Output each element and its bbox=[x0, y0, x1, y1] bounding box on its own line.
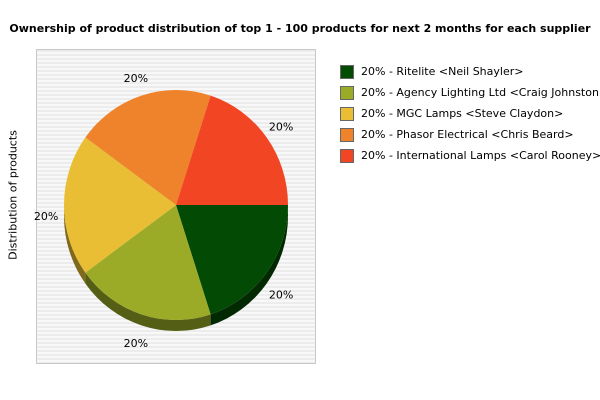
legend-swatch bbox=[340, 64, 354, 79]
pie-depth bbox=[64, 205, 288, 331]
pie-slice-4 bbox=[176, 95, 288, 205]
pie-slice-label-3: 20% bbox=[124, 72, 148, 85]
pie-slice-1 bbox=[85, 205, 211, 320]
pie-slice-2 bbox=[64, 137, 176, 273]
pie-slice-side-1 bbox=[85, 272, 211, 331]
legend: 20% - Ritelite <Neil Shayler> 20% - Agenc… bbox=[340, 61, 600, 166]
legend-item-3: 20% - Phasor Electrical <Chris Beard> bbox=[340, 124, 600, 145]
pie-slice-0 bbox=[176, 205, 288, 315]
legend-item-0: 20% - Ritelite <Neil Shayler> bbox=[340, 61, 600, 82]
legend-swatch bbox=[340, 85, 354, 100]
pie-slice-label-1: 20% bbox=[124, 337, 148, 350]
legend-label: 20% - Ritelite <Neil Shayler> bbox=[361, 65, 524, 78]
pie-labels: 20% 20% 20% 20% 20% bbox=[34, 72, 293, 350]
legend-item-2: 20% - MGC Lamps <Steve Claydon> bbox=[340, 103, 600, 124]
legend-label: 20% - International Lamps <Carol Rooney> bbox=[361, 149, 600, 162]
pie-slice-side-2 bbox=[64, 205, 86, 284]
legend-item-1: 20% - Agency Lighting Ltd <Craig Johnsto… bbox=[340, 82, 600, 103]
legend-label: 20% - MGC Lamps <Steve Claydon> bbox=[361, 107, 564, 120]
legend-label: 20% - Phasor Electrical <Chris Beard> bbox=[361, 128, 574, 141]
pie-slice-side-0 bbox=[210, 205, 288, 326]
pie-slice-label-0: 20% bbox=[269, 288, 293, 301]
pie-top bbox=[64, 90, 288, 320]
pie-slice-label-2: 20% bbox=[34, 210, 58, 223]
legend-label: 20% - Agency Lighting Ltd <Craig Johnsto… bbox=[361, 86, 600, 99]
legend-swatch bbox=[340, 148, 354, 163]
legend-swatch bbox=[340, 106, 354, 121]
legend-item-4: 20% - International Lamps <Carol Rooney> bbox=[340, 145, 600, 166]
pie-slice-label-4: 20% bbox=[269, 121, 293, 134]
legend-swatch bbox=[340, 127, 354, 142]
pie-slice-3 bbox=[85, 90, 211, 205]
chart-title: Ownership of product distribution of top… bbox=[9, 22, 591, 35]
